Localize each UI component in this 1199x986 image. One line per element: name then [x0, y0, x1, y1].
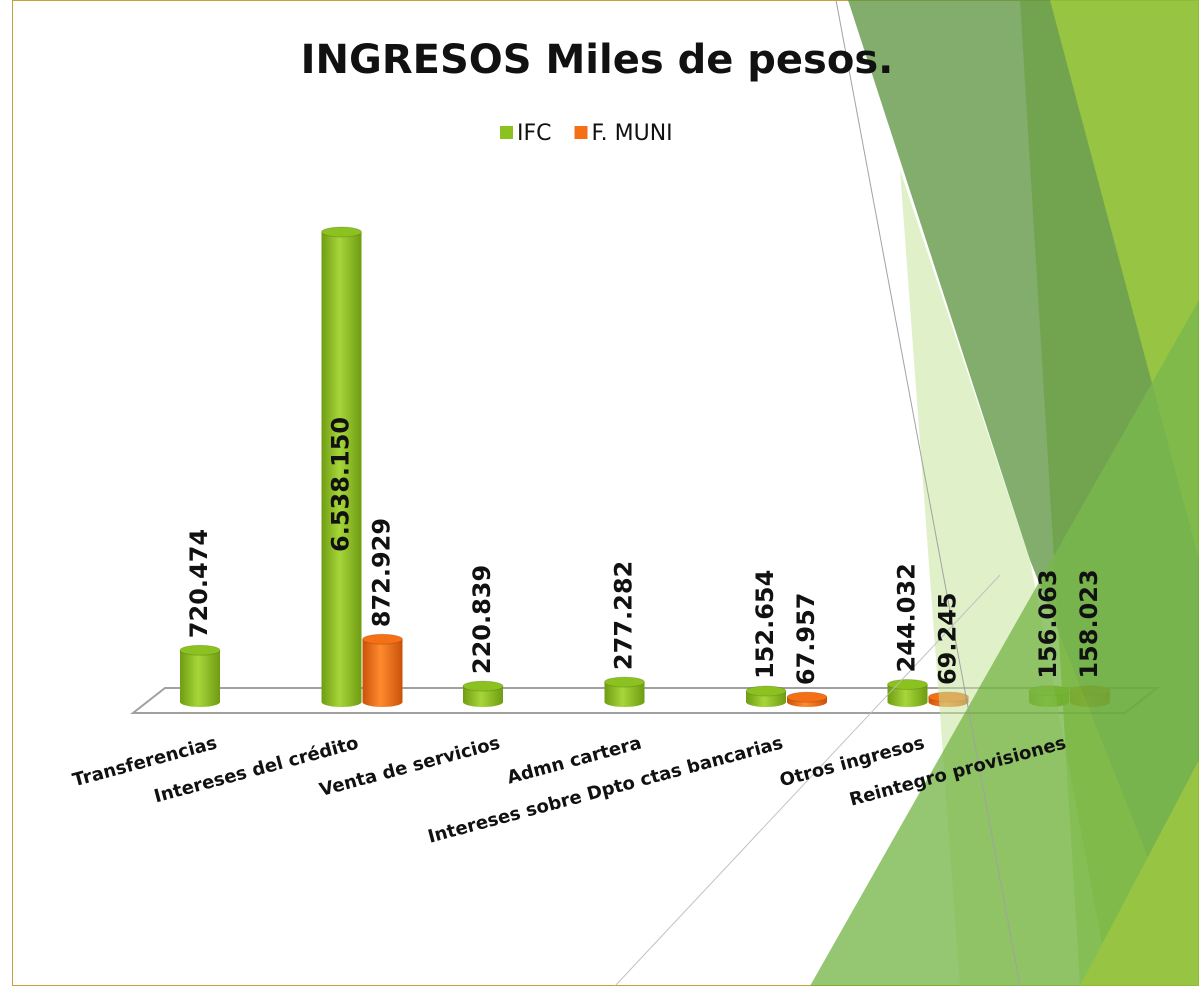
value-label: 244.032 — [893, 563, 921, 672]
value-label: 872.929 — [368, 518, 396, 627]
value-label: 6.538.150 — [327, 417, 355, 552]
value-label: 156.063 — [1034, 569, 1062, 678]
legend-swatch — [500, 126, 513, 139]
legend-label: F. MUNI — [592, 121, 673, 146]
bar-top — [322, 227, 362, 237]
chart: INGRESOS Miles de pesos. IFCF. MUNI Tran… — [0, 0, 1199, 986]
legend-swatch — [575, 126, 588, 139]
bar-top — [463, 681, 503, 691]
bar-top — [787, 692, 827, 702]
bar-top — [363, 634, 403, 644]
value-label: 720.474 — [185, 529, 213, 638]
legend-label: IFC — [517, 121, 552, 146]
bar-top — [605, 677, 645, 687]
value-label: 277.282 — [610, 561, 638, 670]
value-label: 220.839 — [468, 565, 496, 674]
value-label: 69.245 — [934, 592, 962, 685]
value-label: 158.023 — [1075, 569, 1103, 678]
value-label: 152.654 — [751, 570, 779, 679]
bar — [363, 639, 403, 702]
value-label: 67.957 — [792, 592, 820, 685]
bar-top — [180, 645, 220, 655]
bar — [180, 650, 220, 702]
chart-title: INGRESOS Miles de pesos. — [301, 37, 894, 83]
bar-top — [746, 686, 786, 696]
bar-top — [888, 679, 928, 689]
